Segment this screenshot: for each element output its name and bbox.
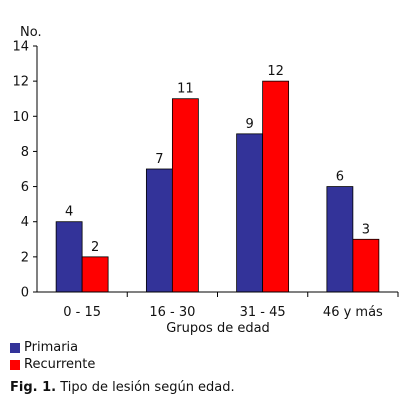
x-tick-label: 46 y más (323, 305, 383, 320)
x-axis: 0 - 15 16 - 30 31 - 45 46 y más (37, 291, 399, 320)
y-tick-label: 12 (12, 75, 29, 90)
legend-label-recurrente: Recurrente (24, 357, 96, 372)
legend: Primaria Recurrente (10, 339, 95, 373)
data-label-recurrente-4: 3 (362, 222, 370, 237)
legend-label-primaria: Primaria (24, 340, 79, 355)
legend-item-recurrente: Recurrente (10, 356, 95, 373)
x-tick-label: 31 - 45 (240, 305, 286, 320)
data-label-primaria-3: 9 (245, 117, 253, 132)
bar-recurrente-3 (262, 80, 290, 293)
y-axis-label: No. (20, 25, 42, 40)
caption-prefix: Fig. 1. (10, 380, 57, 395)
x-axis-label: Grupos de edad (166, 321, 270, 336)
data-label-primaria-2: 7 (155, 152, 163, 167)
bar-recurrente-2 (171, 98, 199, 293)
y-tick-label: 10 (12, 110, 29, 125)
data-label-recurrente-3: 12 (267, 64, 284, 79)
bar-primaria-1 (55, 221, 83, 293)
y-tick-label: 14 (12, 40, 29, 55)
bar-recurrente-1 (81, 256, 109, 293)
bar-primaria-4 (326, 186, 354, 293)
bars: 4 2 7 11 9 12 6 3 (55, 64, 380, 293)
caption-text: Tipo de lesión según edad. (60, 380, 235, 395)
data-label-primaria-1: 4 (65, 205, 73, 220)
legend-item-primaria: Primaria (10, 339, 95, 356)
y-tick-label: 4 (21, 215, 29, 230)
y-tick-label: 6 (21, 180, 29, 195)
x-tick-label: 0 - 15 (63, 305, 101, 320)
y-tick-label: 0 (21, 286, 29, 301)
data-label-recurrente-2: 11 (177, 82, 194, 97)
bar-primaria-2 (145, 168, 173, 293)
data-label-recurrente-1: 2 (91, 240, 99, 255)
bar-recurrente-4 (352, 238, 380, 293)
data-label-primaria-4: 6 (336, 170, 344, 185)
y-tick-label: 8 (21, 145, 29, 160)
legend-swatch-primaria (10, 342, 20, 353)
bar-primaria-3 (236, 133, 264, 293)
bar-chart: No. 0 2 4 6 8 10 12 14 4 2 7 11 9 12 6 3 0 - 15 16 - 30… (12, 25, 399, 336)
y-tick-label: 2 (21, 250, 29, 265)
x-tick-label: 16 - 30 (149, 305, 195, 320)
y-axis: 0 2 4 6 8 10 12 14 (12, 40, 38, 301)
legend-swatch-recurrente (10, 359, 20, 370)
figure-caption: Fig. 1. Tipo de lesión según edad. (10, 380, 235, 395)
